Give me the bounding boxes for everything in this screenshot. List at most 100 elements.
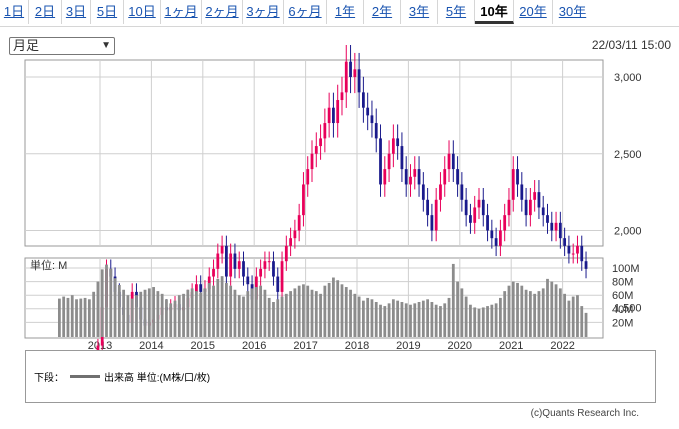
candle-body <box>456 169 459 185</box>
candle-body <box>460 184 464 200</box>
tab-8[interactable]: 3ヶ月 <box>243 0 284 24</box>
tab-2[interactable]: 2日 <box>29 0 62 24</box>
x-tick-label: 2018 <box>345 340 369 350</box>
volume-bar <box>177 295 181 337</box>
volume-bar <box>447 297 451 337</box>
volume-bar <box>130 298 134 337</box>
tab-12[interactable]: 3年 <box>401 0 438 24</box>
price-tick-label: 1,500 <box>614 302 642 314</box>
candle-body <box>310 153 314 170</box>
candle-body <box>96 345 100 350</box>
tab-11[interactable]: 2年 <box>364 0 401 24</box>
volume-bar <box>280 296 284 337</box>
volume-bar <box>58 298 61 337</box>
tab-4[interactable]: 5日 <box>91 0 124 24</box>
candle-body <box>443 169 447 185</box>
candle-body <box>327 107 331 124</box>
candle-body <box>233 253 237 269</box>
volume-bar <box>413 303 417 337</box>
candle-body <box>528 199 532 216</box>
volume-tick-label: 40M <box>612 304 633 316</box>
volume-bar <box>66 297 70 337</box>
volume-bar <box>400 302 404 337</box>
tab-5[interactable]: 10日 <box>124 0 161 24</box>
volume-tick-label: 60M <box>612 290 633 302</box>
candle-body <box>494 238 498 246</box>
volume-unit-label: 単位: M <box>30 258 67 272</box>
volume-bar <box>451 263 455 337</box>
x-tick-label: 2017 <box>293 340 317 350</box>
candle-body <box>383 169 387 185</box>
tab-3[interactable]: 3日 <box>62 0 91 24</box>
volume-bar <box>490 304 494 337</box>
volume-bar <box>404 303 408 337</box>
tab-7[interactable]: 2ヶ月 <box>202 0 243 24</box>
tab-10[interactable]: 1年 <box>327 0 364 24</box>
volume-bar <box>421 300 425 337</box>
volume-bar <box>370 299 374 337</box>
volume-bar <box>105 264 108 337</box>
volume-bar <box>361 300 365 337</box>
volume-bar <box>426 299 430 337</box>
volume-tick-label: 80M <box>612 277 633 289</box>
volume-bar <box>117 285 121 337</box>
volume-bar <box>242 296 245 337</box>
volume-bar <box>83 297 87 337</box>
volume-bar <box>481 307 485 337</box>
volume-bar <box>224 282 228 337</box>
volume-bar <box>434 304 438 337</box>
candle-body <box>404 169 408 185</box>
candle-body <box>195 284 198 292</box>
volume-bar <box>584 312 588 337</box>
tab-6[interactable]: 1ヶ月 <box>161 0 202 24</box>
volume-bar <box>199 292 203 337</box>
volume-bar <box>254 287 258 337</box>
volume-bar <box>297 285 301 337</box>
tab-15[interactable]: 20年 <box>514 0 553 24</box>
volume-bar <box>567 300 571 337</box>
volume-bar <box>173 300 177 337</box>
candle-body <box>584 261 588 269</box>
candle-body <box>451 153 455 170</box>
volume-bar <box>122 289 126 337</box>
volume-bar <box>323 285 327 337</box>
volume-bar <box>233 289 237 337</box>
period-select[interactable]: 月足 ▼ <box>9 37 115 55</box>
x-tick-label: 2013 <box>88 340 112 350</box>
tab-9[interactable]: 6ヶ月 <box>284 0 327 24</box>
tab-13[interactable]: 5年 <box>438 0 475 24</box>
volume-bar <box>537 291 541 337</box>
volume-bar <box>344 287 348 337</box>
volume-bar <box>190 288 194 337</box>
candle-body <box>447 153 451 170</box>
stock-chart: 3,0002,5002,0001,5001,000100M80M60M40M20… <box>24 44 642 350</box>
candle-body <box>580 245 584 262</box>
volume-bar <box>520 285 524 337</box>
candle-body <box>297 215 301 231</box>
volume-bar <box>499 297 502 337</box>
candle-body <box>511 169 515 200</box>
volume-bar <box>126 295 130 337</box>
timestamp: 22/03/11 15:00 <box>591 38 671 52</box>
candle-body <box>537 192 541 208</box>
candle-body <box>242 261 245 277</box>
volume-bar <box>92 291 96 337</box>
tab-1[interactable]: 1日 <box>0 0 29 24</box>
candle-body <box>340 92 344 101</box>
candle-body <box>353 69 357 77</box>
candle-body <box>533 192 537 200</box>
volume-bar <box>319 293 322 337</box>
volume-bar <box>357 296 361 337</box>
tab-14[interactable]: 10年 <box>475 0 514 24</box>
x-tick-label: 2019 <box>396 340 420 350</box>
candle-body <box>267 261 271 263</box>
volume-bar <box>220 276 224 337</box>
volume-bar <box>259 285 263 337</box>
volume-bar <box>109 268 113 337</box>
candle-body <box>237 261 241 269</box>
volume-bar <box>139 291 143 337</box>
volume-bar <box>409 304 412 337</box>
volume-bar <box>528 291 532 337</box>
tab-16[interactable]: 30年 <box>558 4 587 19</box>
volume-bar <box>289 291 292 337</box>
